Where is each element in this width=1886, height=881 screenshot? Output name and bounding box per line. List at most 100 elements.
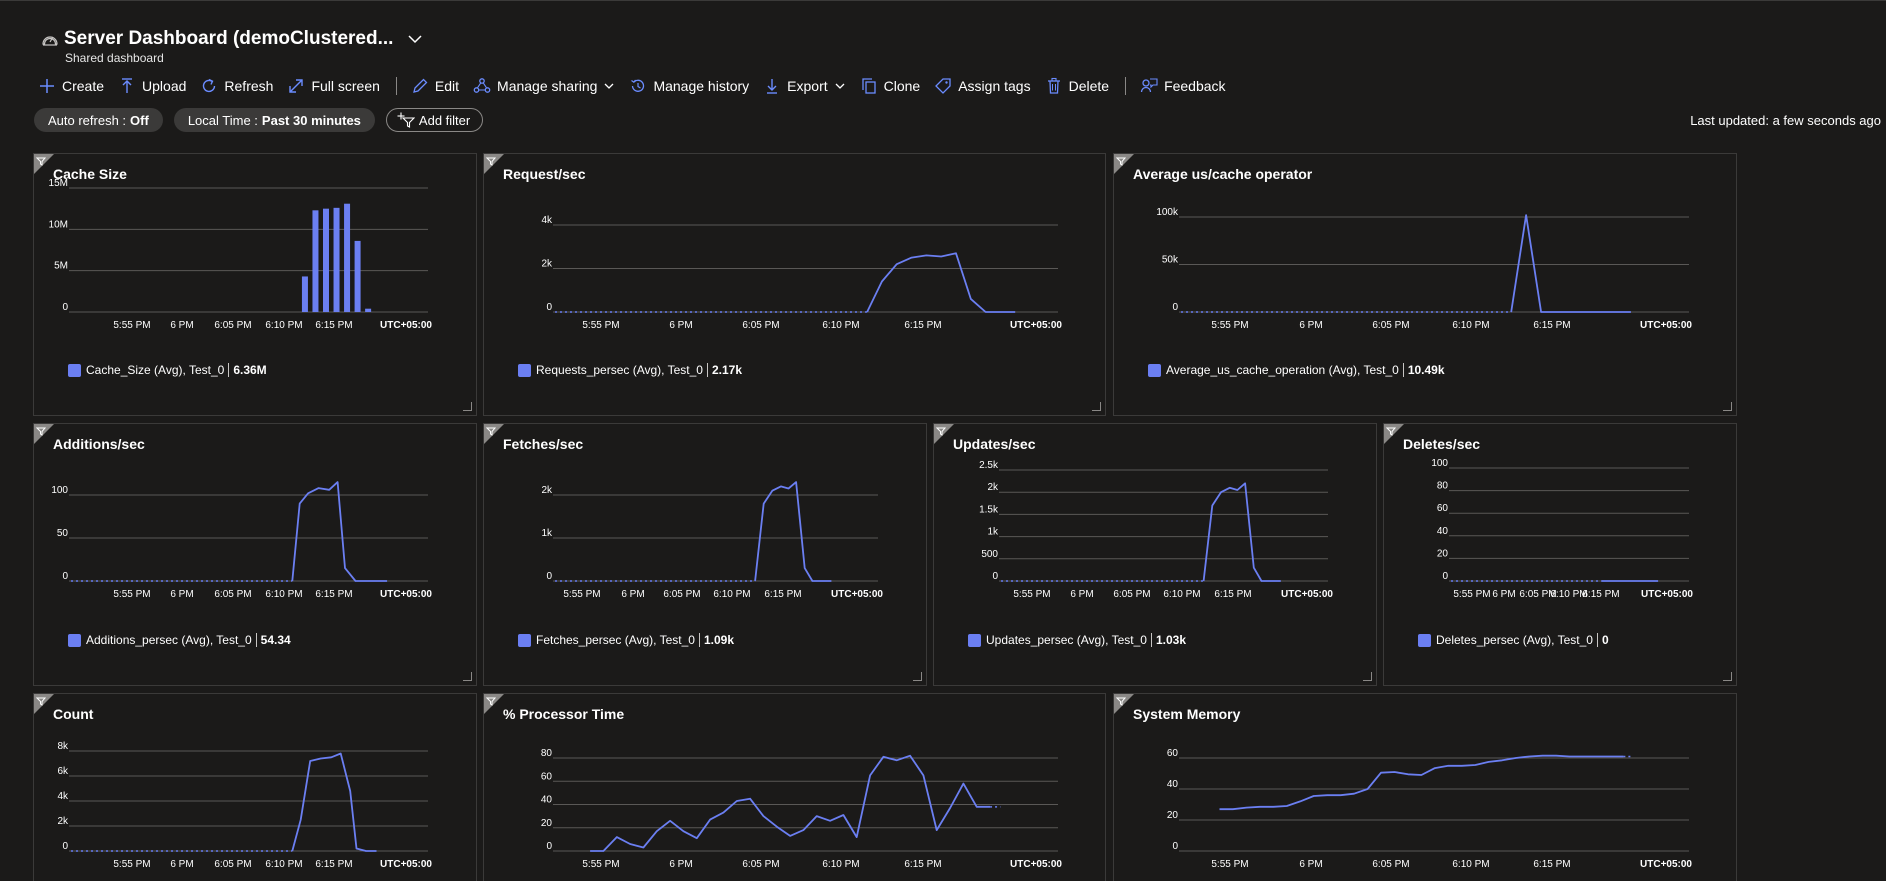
assign-tags-button[interactable]: Assign tags xyxy=(934,77,1031,95)
tile-cache-size[interactable]: Cache Size 15M 10M 5M 0 5:55 PM 6 PM 6:05 PM 6:1… xyxy=(33,153,477,416)
export-button[interactable]: Export xyxy=(763,77,845,95)
tile-resize-handle[interactable] xyxy=(463,672,472,681)
create-button[interactable]: Create xyxy=(38,77,104,95)
chart-system-memory[interactable]: 60 40 20 0 5:55 PM 6 PM 6:05 PM 6:10 PM 6:15 PM U… xyxy=(1114,694,1738,881)
clone-button[interactable]: Clone xyxy=(860,77,920,95)
y-tick-label: 100 xyxy=(1431,458,1448,469)
edit-button[interactable]: Edit xyxy=(411,77,459,95)
chevron-down-icon[interactable] xyxy=(405,29,425,49)
series-line[interactable] xyxy=(1510,214,1631,313)
tile-filter-icon[interactable] xyxy=(484,424,504,444)
toolbar-divider xyxy=(395,77,397,95)
export-label: Export xyxy=(787,78,828,94)
tile-filter-icon[interactable] xyxy=(1384,424,1404,444)
manage-history-button[interactable]: Manage history xyxy=(629,77,749,95)
chart-legend[interactable]: Fetches_persec (Avg), Test_0 1.09k xyxy=(518,633,734,647)
tile-filter-icon[interactable] xyxy=(934,424,954,444)
bar[interactable] xyxy=(344,203,351,312)
upload-button[interactable]: Upload xyxy=(118,77,186,95)
tile-resize-handle[interactable] xyxy=(1363,672,1372,681)
tile-filter-icon[interactable] xyxy=(34,424,54,444)
tile-processor-time[interactable]: % Processor Time 80 60 40 20 0 5:55 PM 6 PM 6:05… xyxy=(483,693,1106,881)
chart-legend[interactable]: Updates_persec (Avg), Test_0 1.03k xyxy=(968,633,1186,647)
chart-processor-time[interactable]: 80 60 40 20 0 5:55 PM 6 PM 6:05 PM 6:10 PM 6:15 P… xyxy=(484,694,1107,881)
bar[interactable] xyxy=(365,308,372,312)
series-line[interactable] xyxy=(754,481,832,582)
tile-filter-icon[interactable] xyxy=(484,694,504,714)
x-tick-label: 6:05 PM xyxy=(1372,859,1409,870)
tile-resize-handle[interactable] xyxy=(1723,672,1732,681)
tile-avg-us-cache[interactable]: Average us/cache operator 100k 50k 0 5:55 PM… xyxy=(1113,153,1737,416)
series-line[interactable] xyxy=(1202,482,1281,582)
refresh-button[interactable]: Refresh xyxy=(200,77,273,95)
chart-additions-sec[interactable]: 100 50 0 5:55 PM 6 PM 6:05 PM 6:10 PM 6:15 PM UT… xyxy=(34,424,478,687)
series-line[interactable] xyxy=(291,481,388,582)
delete-button[interactable]: Delete xyxy=(1045,77,1109,95)
tile-title: % Processor Time xyxy=(503,706,625,722)
y-tick-label: 2k xyxy=(57,816,69,827)
tile-fetches-sec[interactable]: Fetches/sec 2k 1k 0 5:55 PM 6 PM 6:05 PM 6:10 P… xyxy=(483,423,927,686)
y-tick-label: 50 xyxy=(57,528,69,539)
chart-cache-size[interactable]: 15M 10M 5M 0 5:55 PM 6 PM 6:05 PM 6:10 PM 6:15 P… xyxy=(34,154,478,417)
chart-count[interactable]: 8k 6k 4k 2k 0 5:55 PM 6 PM 6:05 PM 6:10 PM 6:15 P… xyxy=(34,694,478,881)
timezone-label: UTC+05:00 xyxy=(380,859,432,870)
tile-additions-sec[interactable]: Additions/sec 100 50 0 5:55 PM 6 PM 6:05 PM 6:1… xyxy=(33,423,477,686)
tile-resize-handle[interactable] xyxy=(463,402,472,411)
tile-filter-icon[interactable] xyxy=(1114,154,1134,174)
chart-avg-us-cache[interactable]: 100k 50k 0 5:55 PM 6 PM 6:05 PM 6:10 PM 6:15 PM… xyxy=(1114,154,1738,417)
series-line[interactable] xyxy=(590,754,991,852)
legend-value: 10.49k xyxy=(1402,363,1445,377)
chart-updates-sec[interactable]: 2.5k 2k 1.5k 1k 500 0 5:55 PM 6 PM 6:05 PM 6:10 P… xyxy=(934,424,1378,687)
auto-refresh-pill[interactable]: Auto refresh : Off xyxy=(34,108,163,132)
tile-count[interactable]: Count 8k 6k 4k 2k 0 5:55 PM 6 PM 6:05 PM 6:10 PM 6… xyxy=(33,693,477,881)
timezone-label: UTC+05:00 xyxy=(1641,589,1693,600)
chart-legend[interactable]: Cache_Size (Avg), Test_0 6.36M xyxy=(68,363,267,377)
legend-swatch xyxy=(968,633,981,647)
tile-resize-handle[interactable] xyxy=(913,672,922,681)
y-tick-label: 100 xyxy=(51,485,68,496)
x-tick-label: 6:15 PM xyxy=(315,320,352,331)
series-line[interactable] xyxy=(291,752,377,852)
tile-filter-icon[interactable] xyxy=(1114,694,1134,714)
series-line[interactable] xyxy=(1219,754,1624,811)
series-line[interactable] xyxy=(866,252,1016,313)
bar[interactable] xyxy=(333,207,340,312)
chart-legend[interactable]: Additions_persec (Avg), Test_0 54.34 xyxy=(68,633,291,647)
y-tick-label: 100k xyxy=(1156,207,1179,218)
tile-filter-icon[interactable] xyxy=(34,694,54,714)
tile-deletes-sec[interactable]: Deletes/sec 100 80 60 40 20 0 5:55 PM 6 PM 6:05 P… xyxy=(1383,423,1737,686)
y-tick-label: 8k xyxy=(57,741,69,752)
tile-filter-icon[interactable] xyxy=(34,154,54,174)
legend-name: Cache_Size (Avg), Test_0 xyxy=(86,363,225,377)
bar[interactable] xyxy=(301,276,308,312)
feedback-button[interactable]: Feedback xyxy=(1140,77,1226,95)
bar[interactable] xyxy=(354,240,361,312)
x-tick-label: 6:10 PM xyxy=(713,589,750,600)
fullscreen-button[interactable]: Full screen xyxy=(287,77,380,95)
tile-filter-icon[interactable] xyxy=(484,154,504,174)
chart-deletes-sec[interactable]: 100 80 60 40 20 0 5:55 PM 6 PM 6:05 PM6:10 PM6:1… xyxy=(1384,424,1738,687)
bar[interactable] xyxy=(322,208,329,312)
tile-resize-handle[interactable] xyxy=(1723,402,1732,411)
tile-updates-sec[interactable]: Updates/sec 2.5k 2k 1.5k 1k 500 0 5:55 PM 6 PM 6:… xyxy=(933,423,1377,686)
tile-requests-sec[interactable]: Request/sec 4k 2k 0 5:55 PM 6 PM 6:05 PM 6:10 P… xyxy=(483,153,1106,416)
y-tick-label: 20 xyxy=(1437,548,1449,559)
chart-legend[interactable]: Average_us_cache_operation (Avg), Test_0… xyxy=(1148,363,1445,377)
refresh-icon xyxy=(203,78,216,93)
add-filter-button[interactable]: Add filter xyxy=(385,108,484,132)
dashboard-title-row: Server Dashboard (demoClustered... xyxy=(40,26,425,52)
bar[interactable] xyxy=(312,210,319,312)
time-range-pill[interactable]: Local Time : Past 30 minutes xyxy=(173,108,375,132)
delete-label: Delete xyxy=(1068,78,1110,94)
chart-legend[interactable]: Requests_persec (Avg), Test_0 2.17k xyxy=(518,363,742,377)
chart-legend[interactable]: Deletes_persec (Avg), Test_0 0 xyxy=(1418,633,1609,647)
tile-system-memory[interactable]: System Memory 60 40 20 0 5:55 PM 6 PM 6:05 PM 6:… xyxy=(1113,693,1737,881)
tile-title: Updates/sec xyxy=(953,436,1036,452)
y-tick-label: 4k xyxy=(541,215,553,226)
chart-requests-sec[interactable]: 4k 2k 0 5:55 PM 6 PM 6:05 PM 6:10 PM 6:15 PM UTC… xyxy=(484,154,1107,417)
tile-title: Cache Size xyxy=(53,166,127,182)
manage-sharing-button[interactable]: Manage sharing xyxy=(473,77,615,95)
tile-resize-handle[interactable] xyxy=(1092,402,1101,411)
chart-fetches-sec[interactable]: 2k 1k 0 5:55 PM 6 PM 6:05 PM 6:10 PM 6:15 PM UTC… xyxy=(484,424,928,687)
y-tick-label: 0 xyxy=(546,302,552,313)
